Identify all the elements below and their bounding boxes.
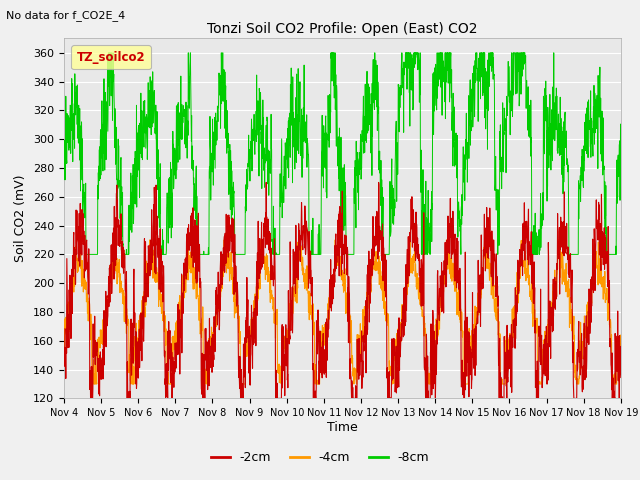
Title: Tonzi Soil CO2 Profile: Open (East) CO2: Tonzi Soil CO2 Profile: Open (East) CO2 [207, 22, 477, 36]
Text: No data for f_CO2E_4: No data for f_CO2E_4 [6, 10, 125, 21]
Legend: -2cm, -4cm, -8cm: -2cm, -4cm, -8cm [206, 446, 434, 469]
X-axis label: Time: Time [327, 421, 358, 434]
Y-axis label: Soil CO2 (mV): Soil CO2 (mV) [15, 175, 28, 262]
Legend:  [71, 45, 150, 70]
